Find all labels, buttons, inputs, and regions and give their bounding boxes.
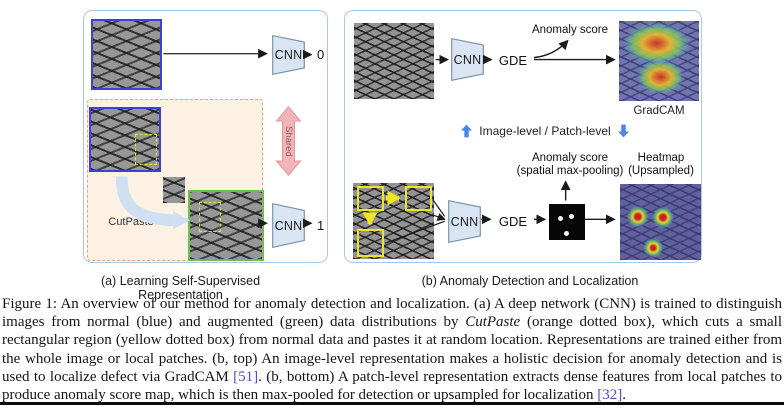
patch-box-1 xyxy=(357,186,384,211)
anomaly-score-maxpool-label: Anomaly score (spatial max-pooling) xyxy=(505,152,635,177)
output-label-normal: 0 xyxy=(317,47,325,62)
double-arrow-icon xyxy=(275,106,302,176)
heatmap-line2: (Upsampled) xyxy=(628,164,694,177)
heatmap-upsampled-label: Heatmap (Upsampled) xyxy=(621,152,701,177)
normal-image-with-cut-region xyxy=(89,107,161,172)
caption-text: . (b, bottom) A patch-level representati… xyxy=(2,368,782,404)
anomaly-score-curved-arrow xyxy=(533,39,569,59)
gradcam-heatmap-image xyxy=(619,21,699,101)
score-dot xyxy=(569,214,574,219)
citation-link[interactable]: [51] xyxy=(233,368,259,385)
gradcam-heat-overlay xyxy=(619,21,699,101)
score-dot xyxy=(558,216,563,221)
cnn-trapezoid-shape xyxy=(451,38,484,81)
cutpaste-italic-text: CutPaste xyxy=(465,314,521,331)
cnn-trapezoid-shape xyxy=(272,35,305,75)
patch-box-3 xyxy=(357,229,384,257)
citation-link[interactable]: [32] xyxy=(597,387,623,404)
panel-a-caption: (a) Learning Self-Supervised Representat… xyxy=(100,274,261,302)
panel-b-caption: (b) Anomaly Detection and Localization xyxy=(421,274,639,288)
cnn-block-image-level: CNN xyxy=(451,38,484,81)
upsampled-heatmap-image xyxy=(620,184,701,260)
augmented-image xyxy=(188,190,264,261)
cnn-label: CNN xyxy=(274,218,303,233)
caption-text: Figure 1: An overview of our method for … xyxy=(2,296,782,331)
pasted-region-yellow-dotted-box xyxy=(199,202,221,232)
anomaly-score-label: Anomaly score xyxy=(531,24,609,36)
anomaly-score-map xyxy=(549,204,585,240)
gradcam-label: GradCAM xyxy=(633,105,685,117)
shared-label: Shared xyxy=(283,125,294,157)
down-arrow-icon xyxy=(617,124,629,138)
cnn-label: CNN xyxy=(274,48,303,62)
image-level-patch-level-row: Image-level / Patch-level xyxy=(405,124,685,138)
cnn-block-patch-level: CNN xyxy=(448,200,481,243)
up-arrow-icon xyxy=(461,124,473,138)
anomaly-score-line1: Anomaly score xyxy=(531,152,609,164)
panel-a-self-supervised: CutPaste CNN 0 CNN 1 Shared xyxy=(83,10,328,263)
test-image xyxy=(354,23,434,99)
cutpaste-label: CutPaste xyxy=(108,216,154,228)
figure-caption: Figure 1: An overview of our method for … xyxy=(2,295,782,404)
upsampled-heat-overlay xyxy=(620,184,701,260)
image-level-patch-level-label: Image-level / Patch-level xyxy=(479,124,611,138)
heatmap-line1: Heatmap xyxy=(637,152,685,164)
cnn-block-top: CNN xyxy=(272,35,305,75)
test-image-with-patches xyxy=(353,183,434,259)
table-top-rule xyxy=(0,402,784,405)
panel-b-anomaly-detection: CNN GDE Anomaly score GradCAM Image-leve… xyxy=(344,10,702,263)
gde-label-patch-level: GDE xyxy=(498,214,528,229)
cut-region-yellow-dotted-box xyxy=(135,134,157,165)
score-dot xyxy=(564,231,569,236)
patch-box-2 xyxy=(405,186,432,211)
cnn-trapezoid-shape xyxy=(448,200,481,243)
cnn-block-bottom: CNN xyxy=(272,203,305,248)
cut-patch xyxy=(163,177,185,203)
output-label-augmented: 1 xyxy=(317,218,325,233)
cnn-trapezoid-shape xyxy=(272,203,305,248)
cnn-label: CNN xyxy=(450,214,479,229)
caption-text: (orange dotted box), which cuts a small … xyxy=(2,314,782,385)
caption-text: . xyxy=(622,387,626,404)
gde-label-image-level: GDE xyxy=(498,53,528,68)
anomaly-score-line2: (spatial max-pooling) xyxy=(516,164,624,177)
shared-weights-arrow: Shared xyxy=(275,106,302,176)
normal-image xyxy=(91,19,162,90)
cnn-label: CNN xyxy=(453,52,482,67)
